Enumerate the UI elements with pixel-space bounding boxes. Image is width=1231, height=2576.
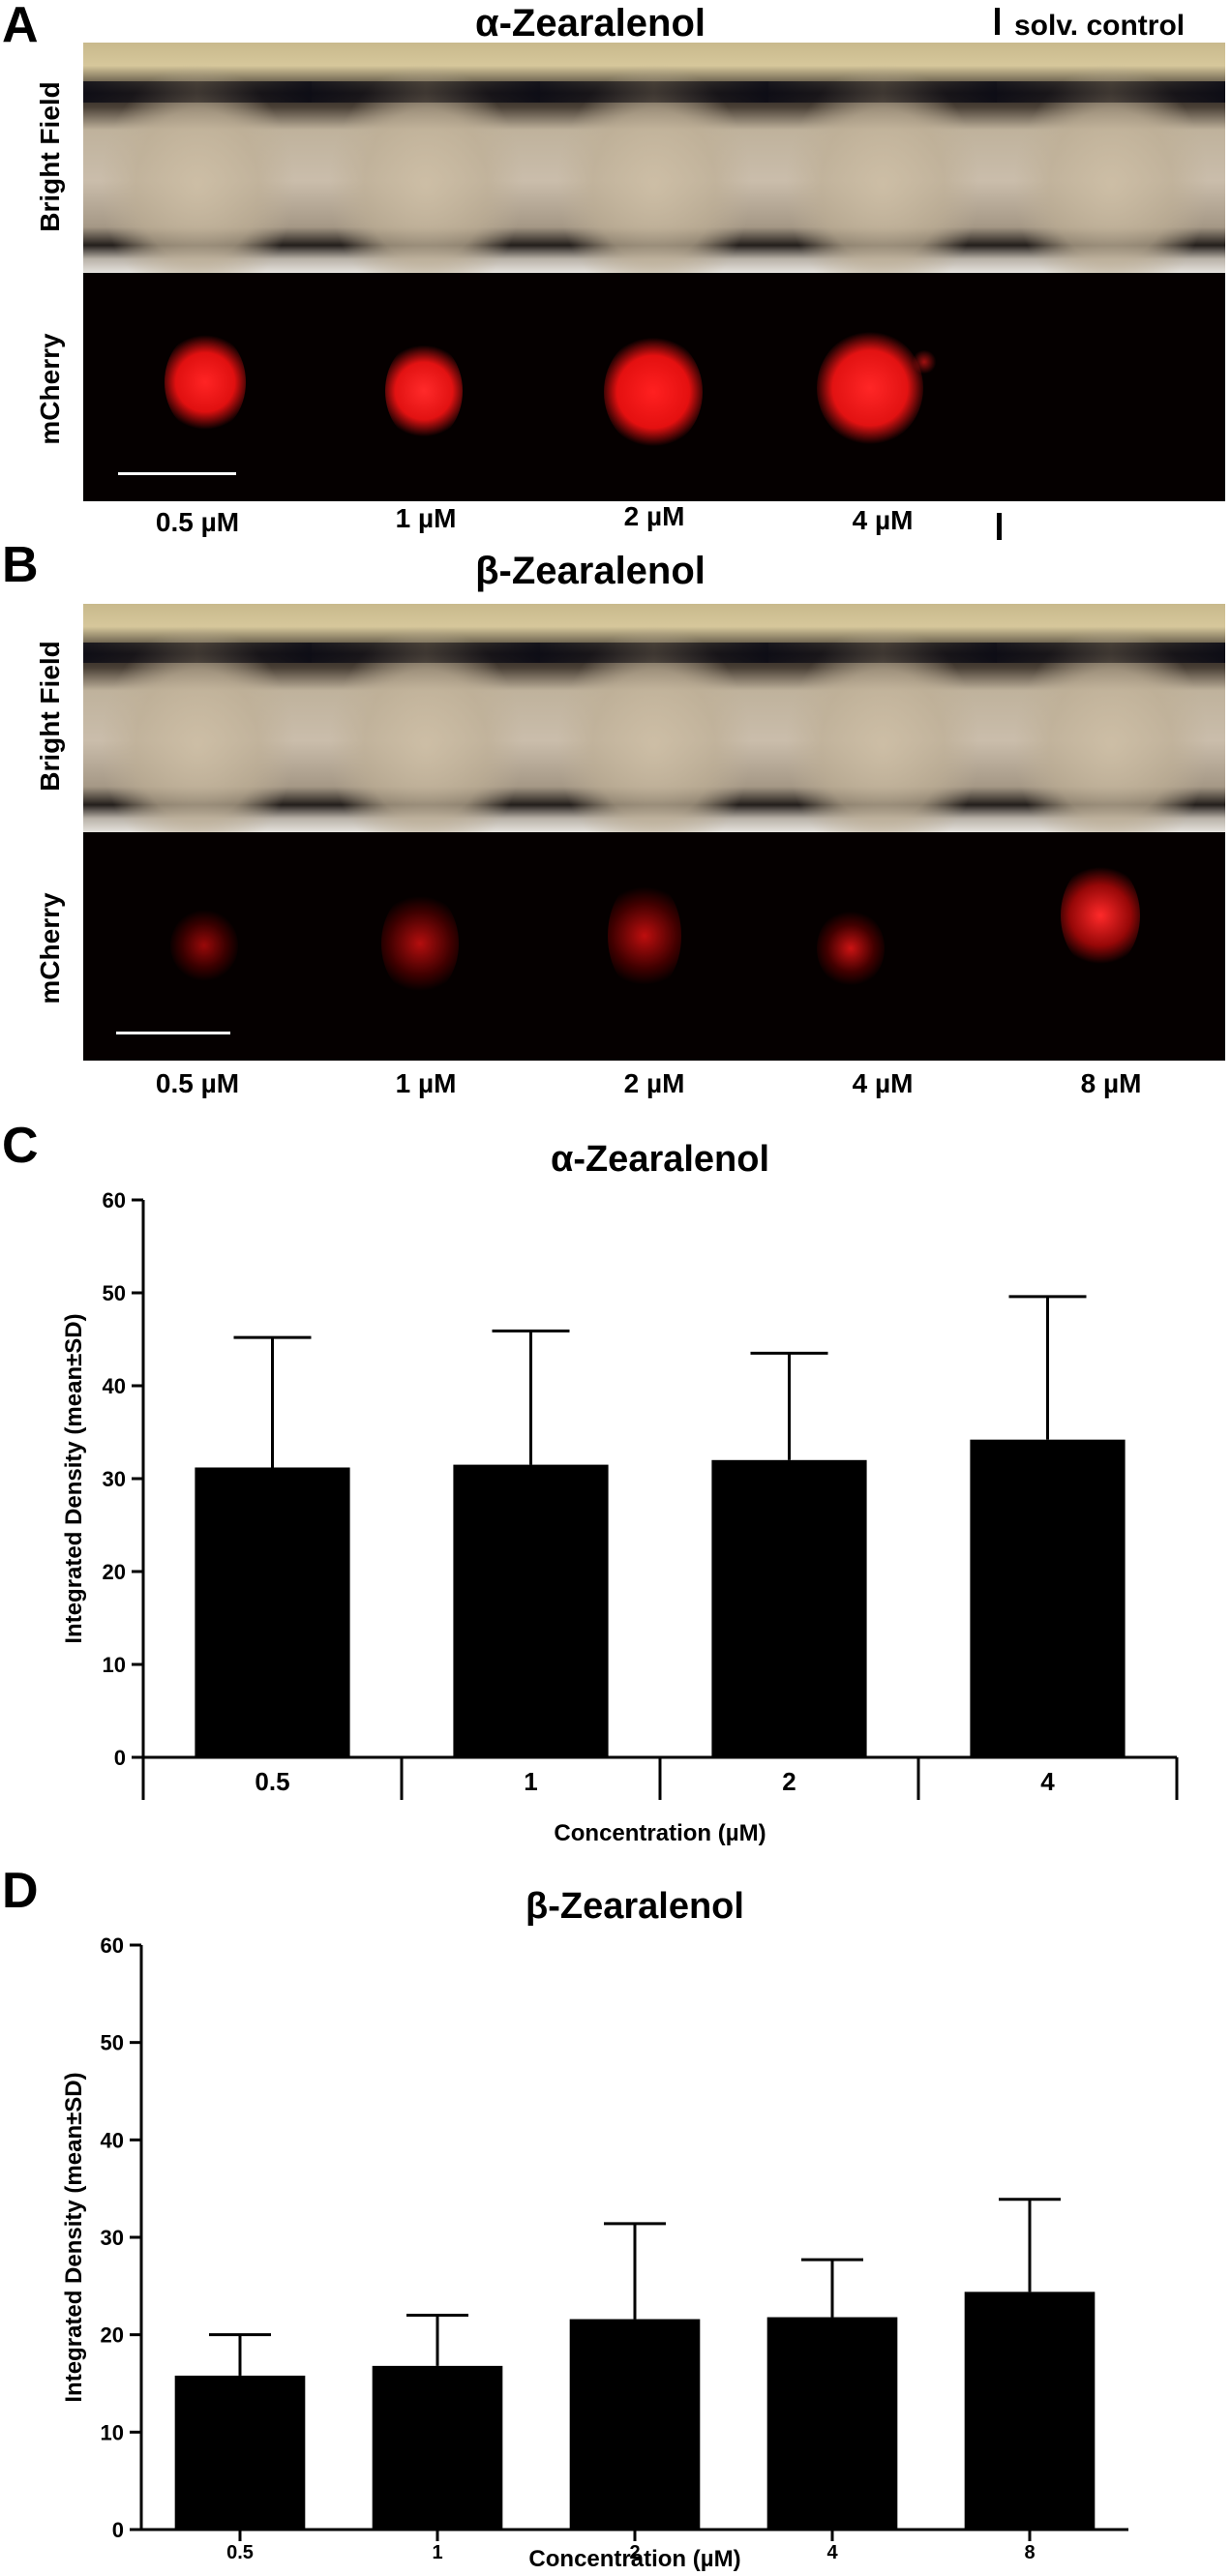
bar — [569, 2319, 701, 2530]
mcherry-image-a-2 — [540, 273, 768, 501]
fluorescence-spot — [608, 879, 681, 993]
bar — [711, 1459, 867, 1757]
y-axis-label: Integrated Density (mean±SD) — [61, 1313, 87, 1643]
mcherry-image-a-0-5 — [83, 273, 312, 501]
bf-image-b-4 — [768, 604, 997, 832]
x-axis-label: Concentration (µM) — [528, 2546, 740, 2572]
y-tick-label: 30 — [103, 1467, 126, 1491]
y-tick-label: 50 — [103, 1281, 126, 1305]
bar — [453, 1464, 609, 1757]
fluorescence-spot — [385, 341, 463, 441]
y-tick-label: 60 — [103, 1188, 126, 1213]
x-tick-label: 0.5 — [255, 1767, 289, 1796]
x-tick-label: 1 — [432, 2542, 442, 2563]
y-tick-label: 40 — [103, 1374, 126, 1398]
panel-b-conc-2: 2 µM — [623, 1068, 685, 1098]
bar — [174, 2375, 306, 2530]
control-divider-bottom — [997, 513, 1002, 540]
panel-a-conc-1: 1 µM — [395, 503, 457, 533]
mcherry-image-a-1 — [312, 273, 540, 501]
solvent-control-label: solv. control — [1014, 10, 1186, 42]
panel-b-mcherry-label: mCherry — [35, 892, 65, 1004]
mcherry-image-a-control — [997, 273, 1225, 501]
bf-image-a-0-5 — [83, 43, 312, 273]
y-tick-label: 40 — [101, 2128, 124, 2152]
x-tick-label: 2 — [782, 1767, 796, 1796]
control-divider-top — [995, 8, 1000, 35]
panel-a-mcherry-row — [83, 273, 1225, 501]
bf-image-b-2 — [540, 604, 768, 832]
mcherry-image-a-4 — [768, 273, 997, 501]
fluorescence-spot — [381, 890, 459, 997]
panel-a-letter: A — [2, 0, 39, 53]
x-tick-label: 4 — [1040, 1767, 1055, 1796]
panel-c-letter: C — [2, 1118, 39, 1174]
x-tick-label: 1 — [524, 1767, 537, 1796]
y-tick-label: 0 — [114, 1746, 126, 1770]
panel-a-title: α-Zearalenol — [475, 2, 706, 45]
panel-b-conc-4: 8 µM — [1080, 1068, 1142, 1098]
panel-a-conc-3: 4 µM — [852, 505, 914, 535]
mcherry-image-b-0-5 — [83, 832, 312, 1061]
mcherry-image-b-4 — [768, 832, 997, 1061]
panel-a-mcherry-label: mCherry — [35, 333, 65, 445]
panel-b-conc-1: 1 µM — [395, 1068, 457, 1098]
y-axis-label: Integrated Density (mean±SD) — [61, 2072, 87, 2402]
fluorescence-spot — [165, 331, 246, 434]
bf-image-a-4 — [768, 43, 997, 273]
y-tick-label: 60 — [101, 1933, 124, 1958]
panel-b-mcherry-row — [83, 832, 1225, 1061]
panel-b-bright-field-row — [83, 604, 1225, 832]
chart-title: β-Zearalenol — [525, 1886, 744, 1927]
y-tick-label: 0 — [112, 2518, 124, 2542]
mcherry-image-b-1 — [312, 832, 540, 1061]
bar — [766, 2317, 898, 2530]
panel-a-bright-field-label: Bright Field — [35, 81, 65, 232]
fluorescence-spot — [1061, 861, 1140, 970]
bf-image-b-0-5 — [83, 604, 312, 832]
panel-b-bright-field-label: Bright Field — [35, 641, 65, 792]
fluorescence-spot — [817, 331, 923, 445]
bar — [964, 2291, 1096, 2530]
x-tick-label: 0.5 — [226, 2542, 254, 2563]
bar — [372, 2365, 503, 2530]
y-tick-label: 30 — [101, 2226, 124, 2250]
bf-image-a-2 — [540, 43, 768, 273]
bar — [195, 1467, 350, 1757]
y-tick-label: 20 — [103, 1560, 126, 1584]
y-tick-label: 10 — [103, 1653, 126, 1677]
mcherry-image-b-2 — [540, 832, 768, 1061]
x-tick-label: 8 — [1024, 2542, 1035, 2563]
panel-b-conc-3: 4 µM — [852, 1068, 914, 1098]
panel-b-conc-0: 0.5 µM — [155, 1068, 240, 1098]
scale-bar — [116, 1032, 230, 1034]
panel-a-conc-2: 2 µM — [623, 501, 685, 531]
x-tick-label: 4 — [826, 2542, 838, 2563]
beta-zearalenol-chart: β-Zearalenol 0 10 20 30 40 50 60 Integrated Dens… — [61, 1886, 1128, 2572]
chart-title: α-Zearalenol — [551, 1139, 769, 1180]
panel-a-bright-field-row — [83, 43, 1225, 273]
y-tick-label: 10 — [101, 2420, 124, 2444]
y-tick-label: 50 — [101, 2031, 124, 2055]
mcherry-image-b-8 — [997, 832, 1225, 1061]
y-tick-label: 20 — [101, 2323, 124, 2348]
scale-bar — [118, 472, 236, 475]
bf-image-a-control — [997, 43, 1225, 273]
panel-a-conc-0: 0.5 µM — [155, 507, 240, 537]
bf-image-b-1 — [312, 604, 540, 832]
fluorescence-spot — [912, 350, 937, 374]
x-axis-label: Concentration (µM) — [554, 1820, 766, 1846]
bf-image-b-8 — [997, 604, 1225, 832]
panel-b-letter: B — [2, 537, 39, 593]
panel-b-title: β-Zearalenol — [475, 550, 706, 592]
fluorescence-spot — [604, 335, 703, 449]
x-tick-label: 2 — [629, 2542, 640, 2563]
alpha-zearalenol-chart: α-Zearalenol 0 10 20 30 40 50 60 Integrated Dens… — [61, 1139, 1179, 1846]
bf-image-a-1 — [312, 43, 540, 273]
bar — [970, 1439, 1126, 1757]
panel-d-letter: D — [2, 1863, 39, 1919]
fluorescence-spot — [817, 910, 885, 987]
fluorescence-spot — [170, 910, 238, 981]
